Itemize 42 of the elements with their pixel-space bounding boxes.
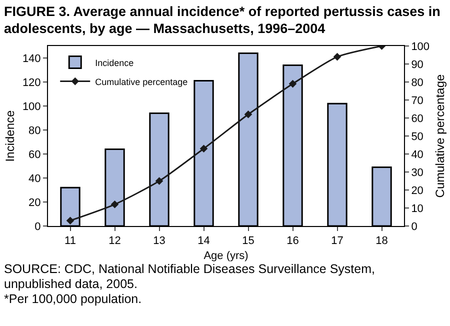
y-tick-label: 140 — [22, 52, 41, 65]
point — [333, 52, 342, 61]
point — [244, 110, 252, 118]
y2-tick-label: 40 — [411, 148, 424, 161]
x-tick-label: 11 — [64, 235, 76, 248]
source-note: SOURCE: CDC, National Notifiable Diseases Surveillance System, unpublished data, 2005. — [4, 262, 376, 292]
y2-tick-label: 0 — [411, 220, 418, 233]
y2-tick-label: 10 — [411, 202, 424, 215]
y-tick-label: 40 — [28, 172, 41, 185]
legend-label: Cumulative percentage — [95, 76, 188, 87]
y-tick-label: 0 — [34, 220, 41, 233]
x-tick-label: 16 — [286, 235, 299, 248]
y-tick-label: 60 — [28, 148, 41, 161]
y2-axis-title: Cumulative percentage — [433, 74, 447, 198]
x-tick-label: 18 — [376, 235, 388, 248]
y2-tick-label: 50 — [411, 130, 424, 143]
x-tick-label: 15 — [242, 235, 254, 248]
y-axis-title: Incidence — [3, 110, 17, 162]
y2-tick-label: 60 — [411, 112, 424, 125]
y-tick-label: 120 — [22, 76, 41, 89]
point — [110, 200, 119, 208]
text: *Per 100,000 population. — [4, 292, 143, 307]
y-tick-label: 100 — [22, 100, 41, 113]
y-tick-label: 20 — [28, 196, 41, 209]
x-axis-title: Age (yrs) — [204, 250, 248, 262]
x-tick-label: 12 — [108, 235, 121, 248]
chart-title: FIGURE 3. Average annual incidence* of reported pertussis cases in adolescents, by age — Massachusetts, 1996–2004 — [4, 3, 442, 37]
y2-tick-label: 20 — [411, 184, 424, 197]
y2-tick-label: 100 — [411, 40, 430, 53]
x-tick-label: 14 — [198, 235, 210, 248]
y-tick-label: 80 — [28, 124, 41, 137]
x-tick-label: 13 — [153, 235, 166, 248]
x-tick-label: 17 — [331, 235, 344, 248]
y2-tick-label: 90 — [411, 58, 424, 71]
point — [155, 177, 164, 185]
y2-tick-label: 30 — [411, 166, 424, 179]
point — [288, 80, 297, 88]
point — [66, 216, 74, 224]
legend-label: Incidence — [95, 58, 134, 68]
y2-tick-label: 70 — [411, 94, 424, 107]
point — [200, 144, 208, 152]
y2-tick-label: 80 — [411, 76, 424, 89]
